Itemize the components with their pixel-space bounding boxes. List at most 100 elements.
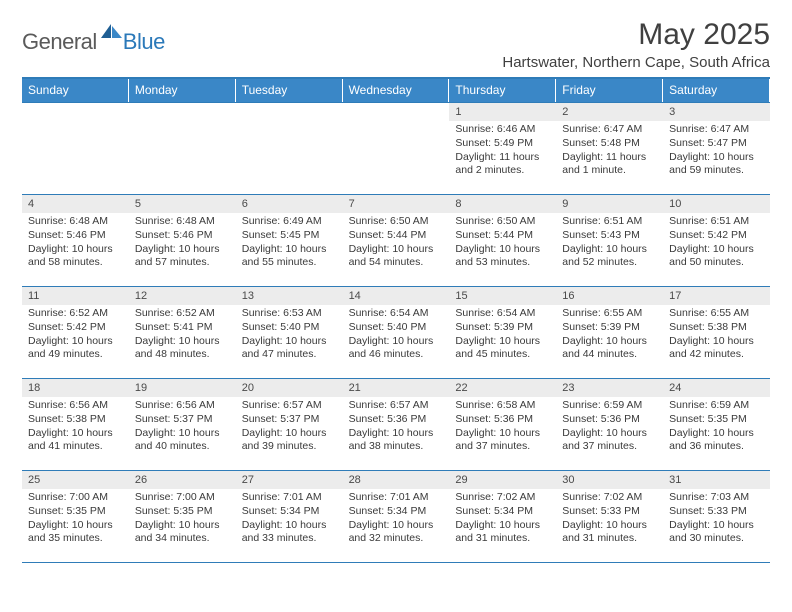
- day-number: 6: [236, 195, 343, 213]
- sunset-line: Sunset: 5:38 PM: [28, 413, 123, 427]
- calendar-cell: 17Sunrise: 6:55 AMSunset: 5:38 PMDayligh…: [663, 286, 770, 378]
- calendar-cell: 23Sunrise: 6:59 AMSunset: 5:36 PMDayligh…: [556, 378, 663, 470]
- sunset-line: Sunset: 5:43 PM: [562, 229, 657, 243]
- sunrise-line: Sunrise: 6:50 AM: [349, 215, 444, 229]
- sunrise-line: Sunrise: 6:50 AM: [455, 215, 550, 229]
- calendar-cell: 16Sunrise: 6:55 AMSunset: 5:39 PMDayligh…: [556, 286, 663, 378]
- sunrise-line: Sunrise: 6:58 AM: [455, 399, 550, 413]
- sunset-line: Sunset: 5:34 PM: [242, 505, 337, 519]
- day-number: 27: [236, 471, 343, 489]
- calendar-cell: 15Sunrise: 6:54 AMSunset: 5:39 PMDayligh…: [449, 286, 556, 378]
- daylight-line: Daylight: 10 hours and 45 minutes.: [455, 335, 550, 362]
- sunrise-line: Sunrise: 6:55 AM: [562, 307, 657, 321]
- sunrise-line: Sunrise: 6:57 AM: [242, 399, 337, 413]
- sunset-line: Sunset: 5:48 PM: [562, 137, 657, 151]
- day-number: 16: [556, 287, 663, 305]
- sunset-line: Sunset: 5:36 PM: [455, 413, 550, 427]
- day-body: Sunrise: 6:55 AMSunset: 5:39 PMDaylight:…: [556, 305, 663, 366]
- dow-header: Saturday: [663, 79, 770, 102]
- daylight-line: Daylight: 10 hours and 37 minutes.: [562, 427, 657, 454]
- day-number: 20: [236, 379, 343, 397]
- sunset-line: Sunset: 5:34 PM: [455, 505, 550, 519]
- sunset-line: Sunset: 5:35 PM: [135, 505, 230, 519]
- day-body: Sunrise: 7:01 AMSunset: 5:34 PMDaylight:…: [236, 489, 343, 550]
- sunrise-line: Sunrise: 6:56 AM: [135, 399, 230, 413]
- daylight-line: Daylight: 10 hours and 30 minutes.: [669, 519, 764, 546]
- day-body: Sunrise: 6:55 AMSunset: 5:38 PMDaylight:…: [663, 305, 770, 366]
- day-body: Sunrise: 7:03 AMSunset: 5:33 PMDaylight:…: [663, 489, 770, 550]
- calendar-cell: 20Sunrise: 6:57 AMSunset: 5:37 PMDayligh…: [236, 378, 343, 470]
- header: General Blue May 2025 Hartswater, Northe…: [22, 18, 770, 71]
- sunset-line: Sunset: 5:36 PM: [562, 413, 657, 427]
- daylight-line: Daylight: 10 hours and 58 minutes.: [28, 243, 123, 270]
- day-body: Sunrise: 6:50 AMSunset: 5:44 PMDaylight:…: [449, 213, 556, 274]
- day-number: 31: [663, 471, 770, 489]
- daylight-line: Daylight: 10 hours and 50 minutes.: [669, 243, 764, 270]
- day-number: 28: [343, 471, 450, 489]
- day-body: Sunrise: 6:56 AMSunset: 5:38 PMDaylight:…: [22, 397, 129, 458]
- sunset-line: Sunset: 5:44 PM: [349, 229, 444, 243]
- sunrise-line: Sunrise: 6:56 AM: [28, 399, 123, 413]
- day-number: 19: [129, 379, 236, 397]
- daylight-line: Daylight: 10 hours and 57 minutes.: [135, 243, 230, 270]
- calendar-cell: 4Sunrise: 6:48 AMSunset: 5:46 PMDaylight…: [22, 194, 129, 286]
- calendar-cell: [236, 102, 343, 194]
- day-body: Sunrise: 7:00 AMSunset: 5:35 PMDaylight:…: [129, 489, 236, 550]
- sunrise-line: Sunrise: 6:51 AM: [669, 215, 764, 229]
- calendar-cell: 26Sunrise: 7:00 AMSunset: 5:35 PMDayligh…: [129, 470, 236, 562]
- page-title: May 2025: [502, 18, 770, 52]
- bottom-rule: [22, 562, 770, 563]
- brand-general: General: [22, 29, 97, 55]
- calendar-cell: [343, 102, 450, 194]
- day-body: Sunrise: 6:51 AMSunset: 5:42 PMDaylight:…: [663, 213, 770, 274]
- sunrise-line: Sunrise: 7:02 AM: [455, 491, 550, 505]
- calendar-cell: 27Sunrise: 7:01 AMSunset: 5:34 PMDayligh…: [236, 470, 343, 562]
- calendar-cell: 5Sunrise: 6:48 AMSunset: 5:46 PMDaylight…: [129, 194, 236, 286]
- sunset-line: Sunset: 5:47 PM: [669, 137, 764, 151]
- sunset-line: Sunset: 5:45 PM: [242, 229, 337, 243]
- calendar-cell: 8Sunrise: 6:50 AMSunset: 5:44 PMDaylight…: [449, 194, 556, 286]
- calendar-cell: 1Sunrise: 6:46 AMSunset: 5:49 PMDaylight…: [449, 102, 556, 194]
- calendar-cell: [129, 102, 236, 194]
- calendar-cell: 18Sunrise: 6:56 AMSunset: 5:38 PMDayligh…: [22, 378, 129, 470]
- sunrise-line: Sunrise: 6:59 AM: [669, 399, 764, 413]
- sunset-line: Sunset: 5:33 PM: [669, 505, 764, 519]
- brand-blue: Blue: [123, 29, 165, 55]
- calendar-cell: 12Sunrise: 6:52 AMSunset: 5:41 PMDayligh…: [129, 286, 236, 378]
- calendar-cell: 19Sunrise: 6:56 AMSunset: 5:37 PMDayligh…: [129, 378, 236, 470]
- calendar-cell: 3Sunrise: 6:47 AMSunset: 5:47 PMDaylight…: [663, 102, 770, 194]
- daylight-line: Daylight: 10 hours and 44 minutes.: [562, 335, 657, 362]
- sunrise-line: Sunrise: 6:54 AM: [455, 307, 550, 321]
- dow-header: Thursday: [449, 79, 556, 102]
- day-number: 5: [129, 195, 236, 213]
- sunrise-line: Sunrise: 7:01 AM: [242, 491, 337, 505]
- day-body: Sunrise: 6:53 AMSunset: 5:40 PMDaylight:…: [236, 305, 343, 366]
- day-body: Sunrise: 6:59 AMSunset: 5:35 PMDaylight:…: [663, 397, 770, 458]
- sunrise-line: Sunrise: 6:47 AM: [669, 123, 764, 137]
- daylight-line: Daylight: 10 hours and 47 minutes.: [242, 335, 337, 362]
- day-body: Sunrise: 6:47 AMSunset: 5:47 PMDaylight:…: [663, 121, 770, 182]
- calendar-cell: 9Sunrise: 6:51 AMSunset: 5:43 PMDaylight…: [556, 194, 663, 286]
- daylight-line: Daylight: 10 hours and 36 minutes.: [669, 427, 764, 454]
- sunset-line: Sunset: 5:39 PM: [455, 321, 550, 335]
- sunrise-line: Sunrise: 6:53 AM: [242, 307, 337, 321]
- sunset-line: Sunset: 5:38 PM: [669, 321, 764, 335]
- calendar-cell: 31Sunrise: 7:03 AMSunset: 5:33 PMDayligh…: [663, 470, 770, 562]
- day-body: Sunrise: 6:52 AMSunset: 5:41 PMDaylight:…: [129, 305, 236, 366]
- daylight-line: Daylight: 11 hours and 2 minutes.: [455, 151, 550, 178]
- day-body: Sunrise: 6:57 AMSunset: 5:36 PMDaylight:…: [343, 397, 450, 458]
- daylight-line: Daylight: 10 hours and 52 minutes.: [562, 243, 657, 270]
- day-number: 7: [343, 195, 450, 213]
- day-number: 9: [556, 195, 663, 213]
- day-number: 4: [22, 195, 129, 213]
- sunset-line: Sunset: 5:46 PM: [28, 229, 123, 243]
- daylight-line: Daylight: 10 hours and 55 minutes.: [242, 243, 337, 270]
- daylight-line: Daylight: 10 hours and 38 minutes.: [349, 427, 444, 454]
- sunset-line: Sunset: 5:39 PM: [562, 321, 657, 335]
- daylight-line: Daylight: 10 hours and 33 minutes.: [242, 519, 337, 546]
- sunset-line: Sunset: 5:35 PM: [669, 413, 764, 427]
- sunset-line: Sunset: 5:36 PM: [349, 413, 444, 427]
- location-subtitle: Hartswater, Northern Cape, South Africa: [502, 54, 770, 71]
- sunrise-line: Sunrise: 7:01 AM: [349, 491, 444, 505]
- day-body: Sunrise: 7:02 AMSunset: 5:33 PMDaylight:…: [556, 489, 663, 550]
